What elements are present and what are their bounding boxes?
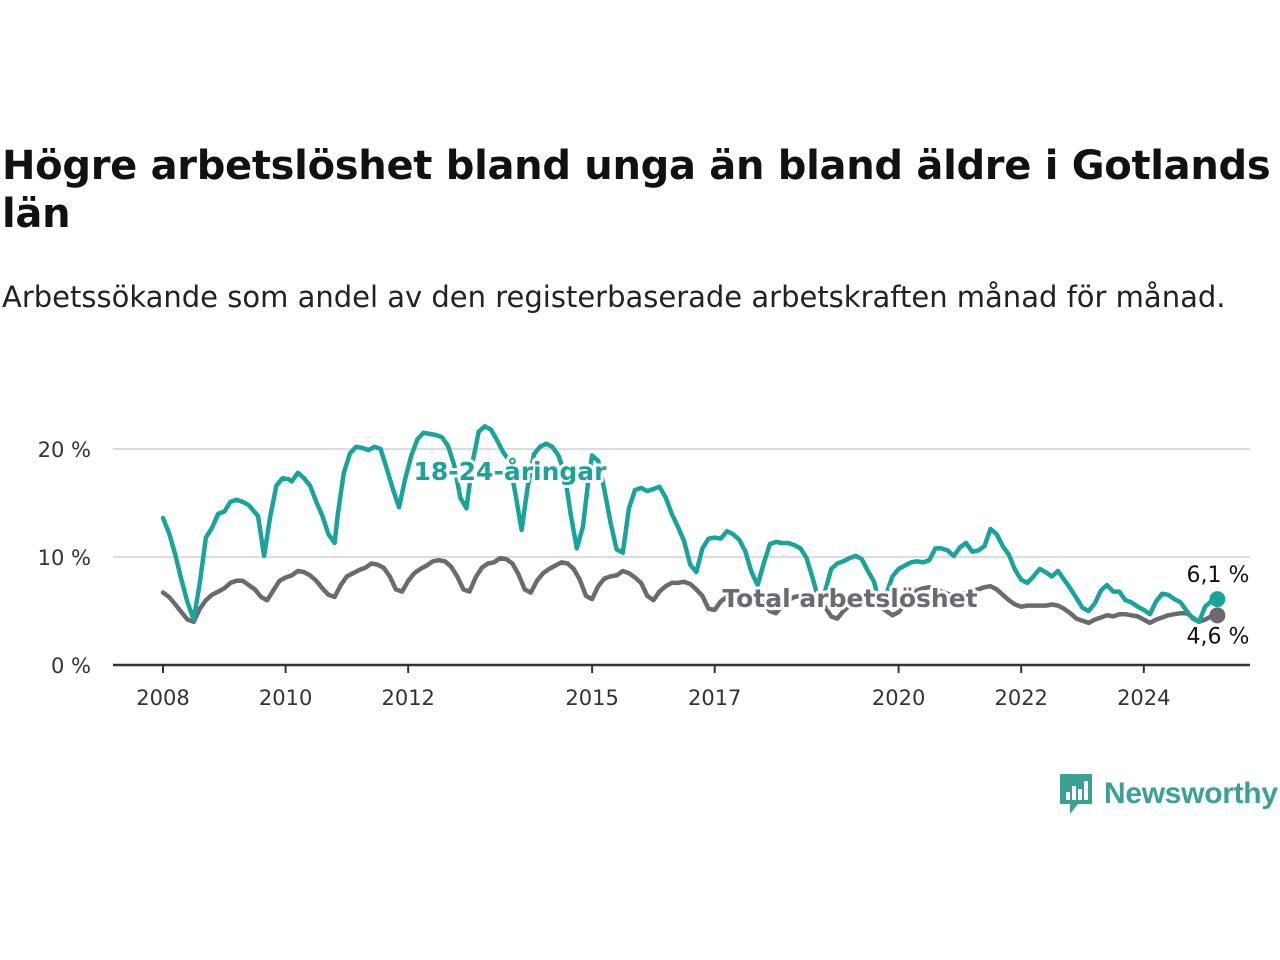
youth-last-value: 6,1 % (1186, 563, 1249, 588)
x-tick-label: 2024 (1117, 686, 1170, 710)
x-tick-label: 2020 (872, 686, 925, 710)
total-end-marker (1209, 607, 1226, 624)
newsworthy-logo-icon (1060, 774, 1092, 814)
youth-series-label: 18-24-åringar (414, 457, 608, 486)
total-series-label: Total arbetslöshet (722, 584, 977, 613)
youth-series-line (160, 424, 1220, 625)
chart-title: Högre arbetslöshet bland unga än bland ä… (2, 143, 1271, 237)
newsworthy-logo: Newsworthy (1058, 772, 1278, 816)
total-last-value: 4,6 % (1186, 624, 1249, 649)
x-tick-label: 2022 (994, 686, 1047, 710)
y-tick-label: 20 % (38, 438, 91, 462)
logo-text: Newsworthy (1104, 777, 1278, 810)
total-series-line (160, 555, 1220, 626)
y-tick-label: 0 % (51, 654, 91, 678)
x-tick-label: 2008 (136, 686, 189, 710)
series-labels: 18-24-åringar Total arbetslöshet 6,1 % 4,6 … (411, 454, 1252, 652)
y-axis-ticks: 0 % 10 % 20 % (38, 438, 91, 678)
series-lines (160, 424, 1226, 626)
x-tick-label: 2012 (381, 686, 434, 710)
line-chart: 0 % 10 % 20 % 2008 2010 2012 2015 2017 2020 2022… (38, 424, 1252, 710)
youth-end-marker (1209, 591, 1226, 608)
x-axis: 2008 2010 2012 2015 2017 2020 2022 2024 (113, 663, 1250, 710)
y-tick-label: 10 % (38, 546, 91, 570)
x-tick-label: 2017 (688, 686, 741, 710)
chart-subtitle: Arbetssökande som andel av den registerb… (2, 280, 1226, 314)
x-tick-label: 2010 (259, 686, 312, 710)
grid-lines (113, 448, 1250, 558)
x-tick-label: 2015 (565, 686, 618, 710)
